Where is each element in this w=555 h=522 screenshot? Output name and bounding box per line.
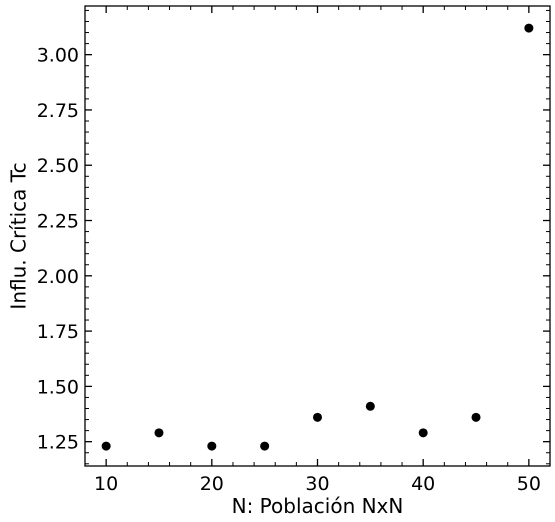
y-tick-label: 1.25 xyxy=(37,432,79,454)
y-tick-label: 2.75 xyxy=(37,100,79,122)
y-tick-label: 2.00 xyxy=(37,266,79,288)
data-point xyxy=(365,401,375,411)
data-point xyxy=(260,441,270,451)
y-tick-label: 2.50 xyxy=(37,155,79,177)
x-tick-label: 20 xyxy=(200,473,224,495)
data-point xyxy=(101,441,111,451)
data-point xyxy=(471,412,481,422)
x-tick-label: 50 xyxy=(517,473,541,495)
y-tick-label: 1.75 xyxy=(37,321,79,343)
data-point xyxy=(207,441,217,451)
data-point xyxy=(154,428,164,438)
x-tick-label: 10 xyxy=(94,473,118,495)
plot-frame xyxy=(84,5,551,467)
data-point xyxy=(418,428,428,438)
data-point xyxy=(313,412,322,422)
tick-marks xyxy=(84,6,551,466)
y-tick-label: 3.00 xyxy=(37,45,79,67)
x-axis-label: N: Población NxN xyxy=(232,494,404,518)
y-tick-label: 1.50 xyxy=(37,376,79,398)
data-points xyxy=(101,23,534,451)
x-tick-label: 40 xyxy=(411,473,435,495)
x-tick-label: 30 xyxy=(305,473,329,495)
tick-labels: 10 20 30 40 50 1.25 1.50 1.75 2.00 2.25 2.50 2.75 3.… xyxy=(37,45,541,495)
data-point xyxy=(524,23,534,33)
y-axis-label: Influ. Crítica Tc xyxy=(7,162,31,309)
y-tick-label: 2.25 xyxy=(37,211,79,233)
